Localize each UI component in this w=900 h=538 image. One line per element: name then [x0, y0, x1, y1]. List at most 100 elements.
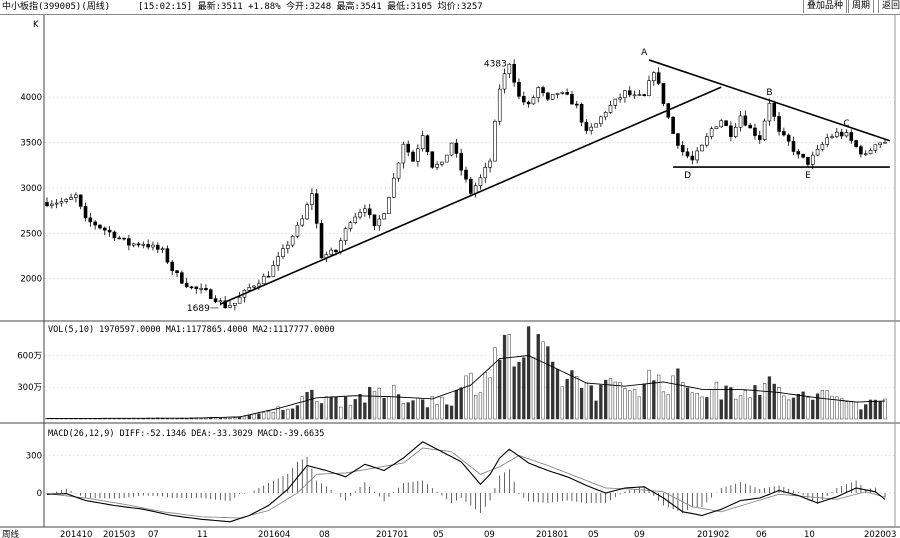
- volume-bar: [377, 387, 381, 420]
- candlestick: [208, 288, 213, 300]
- volume-ma-line: [47, 355, 886, 419]
- candlestick: [762, 118, 767, 142]
- candle-body: [512, 63, 516, 83]
- candlestick: [406, 140, 411, 157]
- candlestick: [353, 213, 358, 225]
- candle-body: [806, 156, 810, 165]
- volume-bar: [767, 376, 772, 420]
- x-tick-label: 07: [148, 530, 159, 538]
- candle-body: [709, 128, 714, 137]
- candlestick: [714, 126, 719, 130]
- candle-body: [830, 136, 834, 139]
- volume-bar: [498, 359, 502, 420]
- volume-bar: [531, 357, 536, 420]
- candlestick: [493, 119, 497, 162]
- candlestick: [64, 198, 69, 204]
- volume-bar: [796, 393, 800, 420]
- annotation-A: A: [641, 48, 648, 58]
- candle-body: [276, 256, 280, 266]
- candle-body: [878, 142, 882, 146]
- candle-body: [165, 248, 170, 263]
- annotation-1689: 1689: [187, 304, 210, 314]
- candle-body: [382, 213, 386, 220]
- volume-bar: [584, 382, 589, 420]
- candle-body: [594, 123, 598, 128]
- volume-bar: [257, 413, 261, 420]
- candle-body: [391, 177, 396, 198]
- candle-body: [406, 143, 411, 153]
- candle-body: [599, 116, 603, 125]
- candlestick: [705, 133, 709, 148]
- volume-bar: [623, 388, 627, 420]
- candle-body: [271, 265, 276, 277]
- volume-bar: [748, 397, 752, 420]
- volume-bar: [199, 418, 203, 420]
- candle-body: [632, 94, 637, 97]
- period-button[interactable]: 周期: [848, 0, 875, 13]
- volume-bar: [502, 334, 507, 420]
- volume-bar: [604, 379, 608, 420]
- candlestick: [218, 298, 223, 306]
- candlestick: [719, 118, 724, 128]
- back-button[interactable]: 返回: [878, 0, 900, 13]
- candlestick: [473, 182, 478, 198]
- candle-body: [550, 94, 555, 100]
- candlestick: [367, 203, 372, 219]
- volume-bar: [758, 395, 762, 420]
- candle-body: [676, 133, 680, 146]
- candlestick: [546, 92, 550, 101]
- candlestick: [497, 84, 502, 126]
- volume-tick-label: 600万: [17, 351, 42, 361]
- candlestick: [98, 224, 102, 230]
- candle-body: [560, 92, 565, 94]
- candlestick: [849, 129, 854, 145]
- candle-body: [873, 144, 878, 151]
- volume-bar: [512, 366, 516, 420]
- volume-bar: [387, 396, 391, 420]
- candlestick: [844, 129, 849, 138]
- candlestick: [50, 200, 54, 209]
- candle-body: [729, 125, 733, 137]
- candlestick: [647, 75, 651, 97]
- candle-body: [247, 287, 252, 291]
- candlestick: [637, 89, 642, 96]
- candlestick: [391, 173, 396, 199]
- volume-bar: [632, 388, 637, 420]
- overlay-button[interactable]: 叠加品种: [803, 0, 848, 13]
- candlestick: [324, 251, 329, 263]
- candlestick: [878, 142, 882, 149]
- volume-bar: [652, 380, 656, 420]
- volume-bar: [738, 395, 743, 420]
- candle-body: [469, 178, 473, 194]
- candlestick: [579, 102, 584, 127]
- candlestick: [281, 244, 285, 259]
- volume-bar: [300, 396, 304, 420]
- candle-body: [738, 115, 743, 128]
- candlestick: [329, 247, 333, 256]
- candle-body: [64, 199, 69, 202]
- candle-body: [343, 228, 348, 242]
- candlestick: [724, 120, 728, 127]
- volume-bar: [507, 334, 511, 420]
- x-tick-label: 202003: [864, 530, 896, 538]
- candlestick: [627, 86, 632, 98]
- volume-bar: [430, 396, 434, 420]
- candle-body: [724, 120, 728, 127]
- volume-bar: [223, 417, 227, 420]
- candlestick: [464, 166, 468, 183]
- candle-body: [319, 223, 324, 259]
- candle-body: [483, 167, 488, 179]
- candlestick: [204, 284, 208, 292]
- candlestick: [387, 196, 391, 214]
- candlestick: [854, 139, 858, 148]
- volume-bar: [247, 415, 251, 420]
- candlestick: [459, 148, 463, 176]
- candle-body: [122, 237, 126, 240]
- candlestick: [286, 241, 290, 254]
- candle-body: [762, 120, 767, 140]
- candle-body: [719, 120, 724, 128]
- candlestick: [782, 127, 786, 137]
- candle-body: [603, 112, 608, 118]
- volume-bar: [642, 383, 646, 420]
